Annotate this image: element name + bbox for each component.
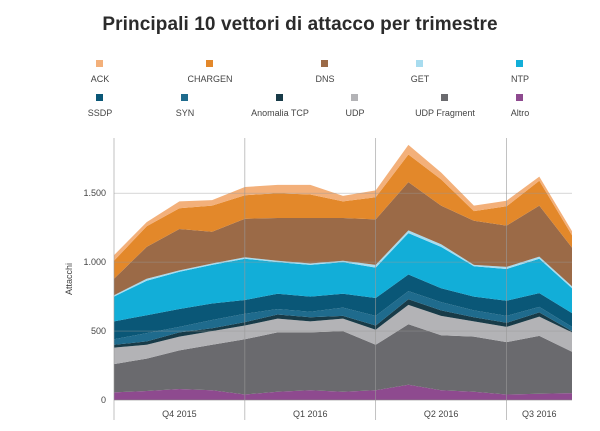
legend-label: Altro [510, 108, 530, 118]
legend-label: DNS [315, 74, 335, 84]
legend-swatch [181, 94, 188, 101]
x-group-label: Q3 2016 [522, 409, 557, 419]
legend-swatch [516, 94, 523, 101]
legend-swatch [206, 60, 213, 67]
y-tick-label: 500 [91, 326, 106, 336]
legend-item-syn: SYN [140, 94, 230, 122]
legend-label: UDP [345, 108, 365, 118]
legend-item-udp-fragment: UDP Fragment [400, 94, 490, 122]
legend-label: UDP Fragment [415, 108, 475, 118]
legend-label: CHARGEN [187, 74, 233, 84]
series-area-altro [114, 384, 572, 400]
series-area-ack [114, 144, 572, 261]
legend-swatch [351, 94, 358, 101]
legend-swatch [96, 94, 103, 101]
legend-swatch [321, 60, 328, 67]
y-tick-label: 1.000 [83, 257, 106, 267]
legend-label: ACK [90, 74, 110, 84]
series-area-chargen [114, 154, 572, 279]
y-tick-label: 1.500 [83, 188, 106, 198]
chart-legend: ACK CHARGEN DNS GET NTP SSDP SYN Anomalia TCP UD… [0, 0, 600, 120]
x-group-label: Q4 2015 [162, 409, 197, 419]
series-area-udp-fragment [114, 324, 572, 395]
legend-label: NTP [511, 74, 529, 84]
legend-item-udp: UDP [310, 94, 400, 122]
legend-item-ack: ACK [55, 60, 145, 88]
series-area-dns [114, 182, 572, 296]
legend-label: SSDP [87, 108, 113, 118]
series-area-udp [114, 304, 572, 365]
legend-swatch [441, 94, 448, 101]
legend-item-anomalia-tcp: Anomalia TCP [235, 94, 325, 122]
legend-item-ntp: NTP [475, 60, 565, 88]
legend-swatch [516, 60, 523, 67]
legend-label: SYN [175, 108, 195, 118]
series-area-ssdp [114, 274, 572, 340]
legend-label: Anomalia TCP [251, 108, 309, 118]
y-tick-label: 0 [101, 395, 106, 405]
legend-swatch [416, 60, 423, 67]
legend-item-dns: DNS [280, 60, 370, 88]
legend-label: GET [410, 74, 430, 84]
legend-swatch [96, 60, 103, 67]
series-area-ntp [114, 233, 572, 322]
chart-title: Principali 10 vettori di attacco per tri… [102, 14, 498, 35]
legend-swatch [276, 94, 283, 101]
legend-item-get: GET [375, 60, 465, 88]
series-area-syn [114, 291, 572, 345]
legend-item-chargen: CHARGEN [165, 60, 255, 88]
x-group-label: Q2 2016 [424, 409, 459, 419]
legend-item-altro: Altro [475, 94, 565, 122]
x-group-label: Q1 2016 [293, 409, 328, 419]
y-axis-label: Attacchi [64, 263, 74, 295]
legend-item-ssdp: SSDP [55, 94, 145, 122]
